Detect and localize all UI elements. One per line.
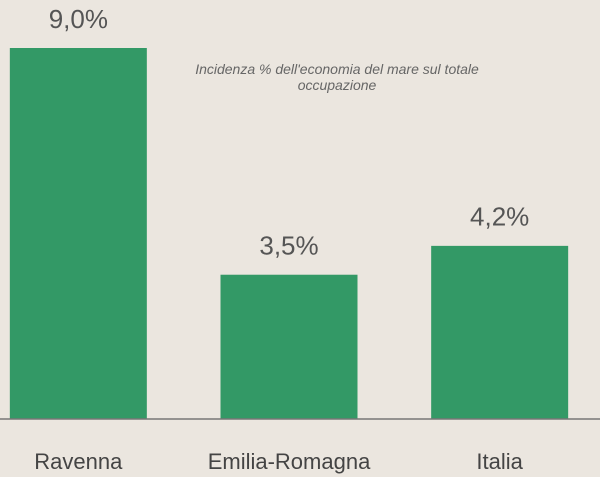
x-tick-label: Ravenna [34,449,123,474]
bar [220,274,358,419]
value-label: 3,5% [259,231,318,261]
bar [431,245,569,419]
value-label: 4,2% [470,202,529,232]
chart-title: Incidenza % dell'economia del mare sul t… [195,61,479,93]
value-label: 9,0% [49,4,108,34]
x-tick-label: Emilia-Romagna [208,449,371,474]
bar [9,48,147,419]
x-tick-label: Italia [476,449,523,474]
